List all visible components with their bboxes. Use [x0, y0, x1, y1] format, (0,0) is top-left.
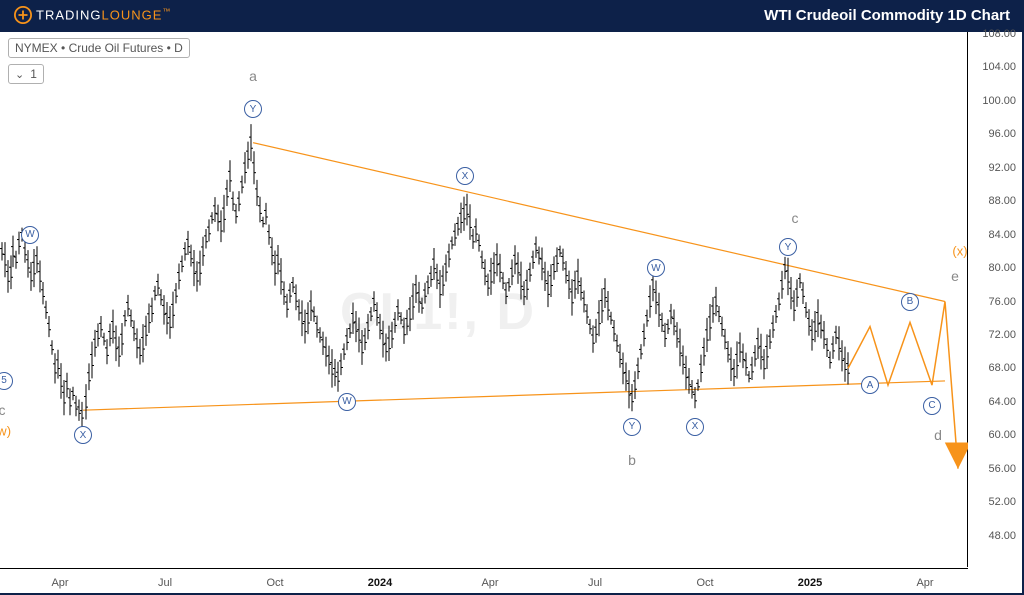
- y-axis-label: 64.00: [988, 396, 1016, 408]
- x-axis-label: Jul: [158, 577, 172, 589]
- y-axis-label: 92.00: [988, 162, 1016, 174]
- x-axis-label: Oct: [266, 577, 283, 589]
- elliott-wave-gray-label: c: [0, 402, 6, 418]
- elliott-wave-gray-label: c: [792, 210, 799, 226]
- elliott-wave-circle-label: X: [686, 418, 704, 436]
- y-axis-label: 100.00: [982, 95, 1016, 107]
- x-axis-label: 2024: [368, 577, 392, 589]
- elliott-wave-orange-label: (w): [0, 424, 11, 439]
- logo: TRADINGLOUNGE™: [14, 6, 171, 24]
- y-axis-label: 108.00: [982, 28, 1016, 40]
- y-axis-label: 48.00: [988, 530, 1016, 542]
- elliott-wave-circle-label: B: [901, 293, 919, 311]
- y-axis-label: 72.00: [988, 329, 1016, 341]
- logo-text: TRADINGLOUNGE™: [36, 7, 171, 22]
- elliott-wave-gray-label: d: [934, 427, 942, 443]
- y-axis-label: 52.00: [988, 496, 1016, 508]
- y-axis-label: 88.00: [988, 195, 1016, 207]
- logo-text-2: LOUNGE: [102, 8, 163, 23]
- x-axis-label: Apr: [51, 577, 68, 589]
- y-axis-label: 68.00: [988, 362, 1016, 374]
- elliott-wave-circle-label: X: [74, 426, 92, 444]
- chart-title: WTI Crudeoil Commodity 1D Chart: [764, 7, 1010, 24]
- chart-area: NYMEX • Crude Oil Futures • D ⌄ 1 CL1!, …: [0, 30, 1024, 595]
- elliott-wave-circle-label: W: [338, 393, 356, 411]
- x-axis-label: 2025: [798, 577, 822, 589]
- plot-svg: [0, 32, 968, 569]
- x-axis-label: Apr: [481, 577, 498, 589]
- y-axis-label: 80.00: [988, 262, 1016, 274]
- x-axis-label: Oct: [696, 577, 713, 589]
- y-axis-label: 96.00: [988, 128, 1016, 140]
- header-bar: TRADINGLOUNGE™ WTI Crudeoil Commodity 1D…: [0, 0, 1024, 30]
- elliott-wave-gray-label: b: [628, 452, 636, 468]
- elliott-wave-circle-label: Y: [244, 100, 262, 118]
- chart-container: TRADINGLOUNGE™ WTI Crudeoil Commodity 1D…: [0, 0, 1024, 595]
- elliott-wave-gray-label: e: [951, 268, 959, 284]
- elliott-wave-orange-label: (x): [952, 244, 967, 259]
- y-axis-label: 56.00: [988, 463, 1016, 475]
- logo-icon: [14, 6, 32, 24]
- elliott-wave-circle-label: W: [21, 226, 39, 244]
- elliott-wave-circle-label: W: [647, 259, 665, 277]
- elliott-wave-circle-label: Y: [779, 238, 797, 256]
- y-axis-label: 84.00: [988, 229, 1016, 241]
- elliott-wave-circle-label: Y: [623, 418, 641, 436]
- x-axis-label: Jul: [588, 577, 602, 589]
- y-axis-label: 76.00: [988, 296, 1016, 308]
- y-axis: 108.00104.00100.0096.0092.0088.0084.0080…: [972, 32, 1018, 567]
- x-axis-label: Apr: [916, 577, 933, 589]
- elliott-wave-circle-label: X: [456, 167, 474, 185]
- y-axis-label: 60.00: [988, 429, 1016, 441]
- logo-text-1: TRADING: [36, 8, 102, 23]
- x-axis: Apr Jul Oct 2024 Apr Jul Oct 2025 Apr: [0, 571, 968, 591]
- elliott-wave-circle-label: A: [861, 376, 879, 394]
- logo-tm: ™: [162, 7, 171, 16]
- elliott-wave-circle-label: C: [923, 397, 941, 415]
- y-axis-label: 104.00: [982, 61, 1016, 73]
- elliott-wave-gray-label: a: [249, 68, 257, 84]
